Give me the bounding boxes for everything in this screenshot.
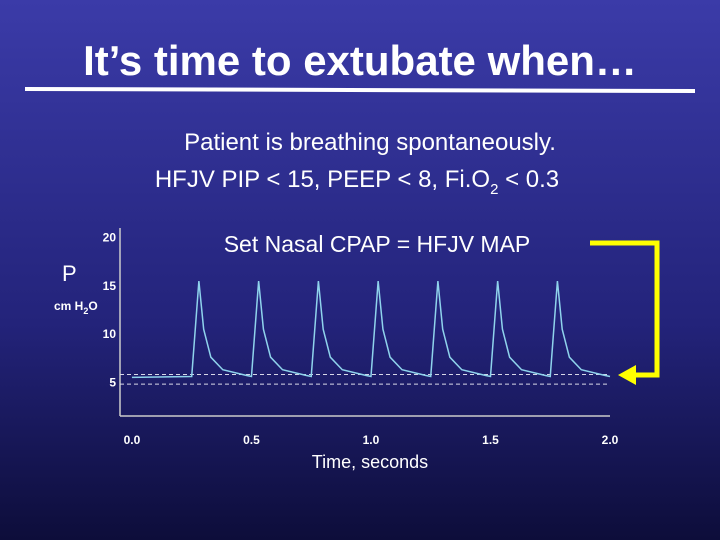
x-tick-label: 1.0 <box>363 433 380 447</box>
text: HFJV PIP < 15, PEEP < 8, Fi.O <box>155 166 490 193</box>
text: < 0.3 <box>498 166 559 193</box>
x-tick-label: 0.5 <box>243 433 260 447</box>
slide-title: It’s time to extubate when… <box>83 37 637 84</box>
y-axis-unit: cm H2O <box>54 299 98 316</box>
bracket <box>590 240 660 378</box>
subtitle-line: Patient is breathing spontaneously. <box>184 129 556 156</box>
x-tick-label: 2.0 <box>602 433 619 447</box>
x-tick-label: 1.5 <box>482 433 499 447</box>
y-tick-label: 15 <box>103 279 117 293</box>
y-tick-label: 20 <box>103 231 117 245</box>
annotation: Set Nasal CPAP = HFJV MAP <box>224 231 531 257</box>
x-tick-label: 0.0 <box>124 433 141 447</box>
text: cm H <box>54 299 83 313</box>
plot: 5 10 15 20 0.0 0.5 1.0 1.5 2.0 <box>103 228 619 447</box>
y-tick-label: 5 <box>109 375 116 389</box>
y-axis-label: P <box>62 261 77 286</box>
text: O <box>88 299 97 313</box>
subtitle-line: HFJV PIP < 15, PEEP < 8, Fi.O2 < 0.3 <box>155 166 559 198</box>
title-underline <box>24 87 696 93</box>
subscript: 2 <box>83 306 88 316</box>
y-tick-label: 10 <box>103 327 117 341</box>
waveform <box>131 280 611 379</box>
x-axis-label: Time, seconds <box>312 452 428 472</box>
subscript: 2 <box>490 181 498 198</box>
arrow-head <box>618 365 636 385</box>
